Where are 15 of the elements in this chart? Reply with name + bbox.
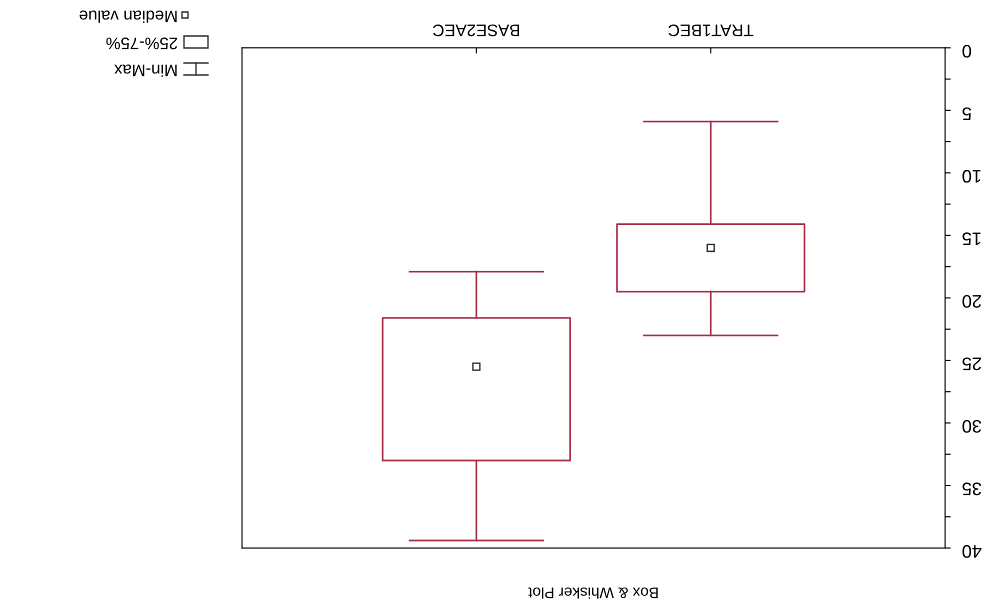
- y-tick-label: 5: [962, 107, 972, 120]
- y-tick-label: 0: [962, 44, 972, 58]
- x-tick-label: BASE2AEC: [433, 24, 520, 36]
- y-tick-label: 20: [962, 294, 981, 308]
- y-tick-label: 15: [962, 232, 980, 246]
- text: Box & Whisker Plot: [528, 587, 658, 599]
- text: 25%-75%: [106, 38, 178, 50]
- y-tick-label: 30: [962, 420, 982, 433]
- text: Median value: [80, 10, 177, 23]
- y-tick-label: 40: [962, 545, 982, 558]
- text: Min-Max: [114, 64, 177, 77]
- y-tick-label: 10: [962, 170, 980, 183]
- y-tick-label: 35: [962, 482, 982, 496]
- y-tick-label: 25: [962, 357, 981, 370]
- x-tick-label: TRAT1BEC: [668, 24, 754, 36]
